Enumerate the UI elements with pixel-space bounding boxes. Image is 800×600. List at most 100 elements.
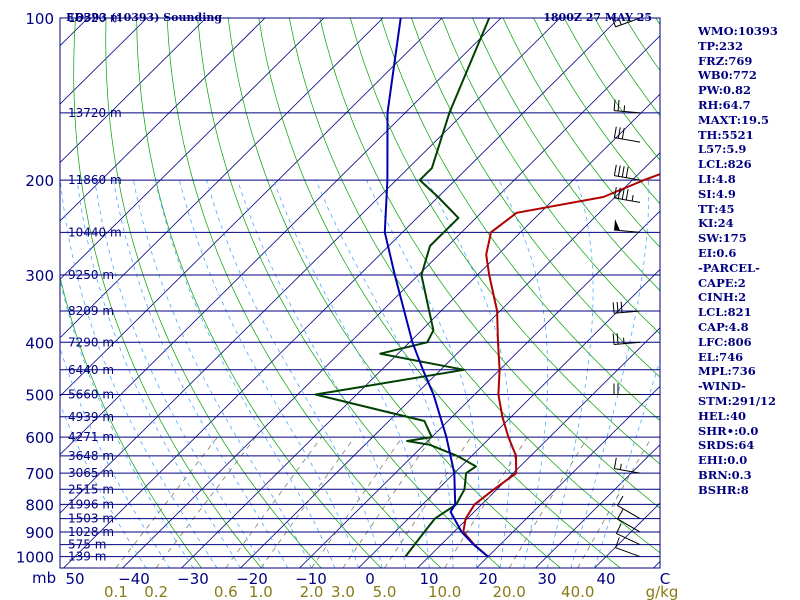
pressure-tick-label: 300 xyxy=(25,267,54,285)
sounding-traces xyxy=(314,18,660,558)
wind-barb-staff xyxy=(615,547,641,558)
mixing-ratio-line xyxy=(342,436,433,568)
isotherm-line xyxy=(476,385,660,568)
sounding-index: LFC:806 xyxy=(698,334,752,349)
isotherm-line xyxy=(181,93,660,568)
height-label: 4271 m xyxy=(68,430,114,444)
sounding-index: SW:175 xyxy=(698,231,747,246)
mixing-ratio-label: 40.0 xyxy=(561,583,594,600)
mixing-ratio-line xyxy=(260,436,356,568)
parcel-trace xyxy=(383,18,489,558)
dry-adiabat xyxy=(60,275,202,568)
sounding-index: LCL:821 xyxy=(698,305,752,320)
sounding-index: SHR•:0.0 xyxy=(698,423,759,438)
temperature-tick-label: −20 xyxy=(236,570,268,588)
dry-adiabat xyxy=(73,18,262,568)
wind-barb-flag xyxy=(612,302,615,314)
wind-barb-half-flag xyxy=(623,105,626,112)
moist-adiabat xyxy=(498,179,549,568)
temperature-tick-label: −10 xyxy=(295,570,327,588)
height-label: 4939 m xyxy=(68,410,114,424)
sounding-indices-panel: WMO:10393 TP:232 FRZ:769 WB0:772 PW:0.82 RH:6… xyxy=(698,24,798,498)
sounding-index: MAXT:19.5 xyxy=(698,112,769,127)
moist-adiabat xyxy=(154,180,336,568)
moist-adiabat xyxy=(546,179,594,568)
diagram-grid xyxy=(0,18,660,568)
pressure-tick-label: 400 xyxy=(25,334,54,352)
wind-barb-staff xyxy=(615,17,641,28)
wind-barb-flag xyxy=(617,127,621,139)
moist-adiabat xyxy=(60,278,194,568)
wind-barb-flag xyxy=(625,166,629,178)
diagram-frame xyxy=(59,17,661,569)
wind-barb-half-flag xyxy=(618,19,622,26)
dry-adiabat xyxy=(105,18,322,568)
sounding-index: EHI:0.0 xyxy=(698,453,748,468)
moist-adiabat xyxy=(315,179,454,568)
temperature-tick-label: 40 xyxy=(596,570,615,588)
height-label: 1028 m xyxy=(68,525,114,539)
wind-barb xyxy=(613,457,641,474)
pressure-tick-label: 900 xyxy=(25,524,54,542)
height-label: 1996 m xyxy=(68,497,114,511)
moist-adiabat xyxy=(60,346,171,568)
pressure-tick-label: 600 xyxy=(25,429,54,447)
wind-barb xyxy=(612,333,641,346)
isotherm-line xyxy=(60,18,266,222)
moist-adiabat xyxy=(60,402,147,568)
isotherm-line xyxy=(60,18,443,397)
wind-barb-flag xyxy=(617,187,621,199)
height-label: 6440 m xyxy=(68,363,114,377)
mixing-ratio-label: 20.0 xyxy=(492,583,525,600)
temperature-trace xyxy=(462,173,660,558)
wind-barb-flag xyxy=(615,537,620,548)
temperature-tick-label: C xyxy=(660,570,670,588)
height-label: 16520 m xyxy=(68,11,122,25)
mixing-ratio-line xyxy=(508,436,589,568)
mixing-ratio-line xyxy=(444,436,528,568)
sounding-index: CAP:4.8 xyxy=(698,319,749,334)
dry-adiabat xyxy=(380,18,660,421)
isotherm-line xyxy=(0,18,29,568)
wind-barb-staff xyxy=(614,468,641,474)
wind-barb-flag xyxy=(613,126,617,138)
moist-adiabat xyxy=(113,180,289,568)
temperature-tick-label: 10 xyxy=(419,570,438,588)
mixing-ratio-line xyxy=(155,436,257,568)
isotherm-line xyxy=(60,18,384,339)
moist-adiabat xyxy=(570,180,650,568)
moist-adiabat xyxy=(366,179,480,568)
temperature-tick-label: 30 xyxy=(537,570,556,588)
mixing-ratio-line xyxy=(311,436,403,568)
wind-barbs xyxy=(611,16,641,558)
mixing-ratio-label: 3.0 xyxy=(331,583,355,600)
height-label: 1503 m xyxy=(68,512,114,526)
height-label: 2515 m xyxy=(68,482,114,496)
wind-barb xyxy=(615,523,641,546)
wind-barb xyxy=(617,509,641,533)
temperature-tick-label: 50 xyxy=(65,570,84,588)
pressure-tick-label: 800 xyxy=(25,496,54,514)
dry-adiabat xyxy=(472,18,660,292)
sounding-index: L57:5.9 xyxy=(698,142,747,157)
dry-adiabat xyxy=(258,18,621,568)
wind-barb-flag xyxy=(625,189,629,201)
isotherm-line xyxy=(240,152,660,568)
moist-adiabat xyxy=(133,180,312,568)
wind-barb-flag xyxy=(617,495,624,506)
mixing-ratio-line xyxy=(577,436,652,568)
temperature-tick-label: −30 xyxy=(177,570,209,588)
wind-barb-staff xyxy=(617,518,641,533)
wind-barb xyxy=(614,219,641,233)
isotherm-line xyxy=(60,18,325,280)
temperature-tick-label: −40 xyxy=(118,570,150,588)
mixing-ratio-label: 2.0 xyxy=(300,583,324,600)
sounding-index: SI:4.9 xyxy=(698,186,736,201)
height-label: 575 m xyxy=(68,538,106,552)
dry-adiabat xyxy=(288,18,660,554)
dry-adiabat xyxy=(319,18,660,509)
sounding-index: RH:64.7 xyxy=(698,97,751,112)
isotherm-line xyxy=(358,268,660,568)
sounding-time: 1800Z 27 MAY 25 xyxy=(543,11,652,24)
height-label: 139 m xyxy=(68,550,106,564)
